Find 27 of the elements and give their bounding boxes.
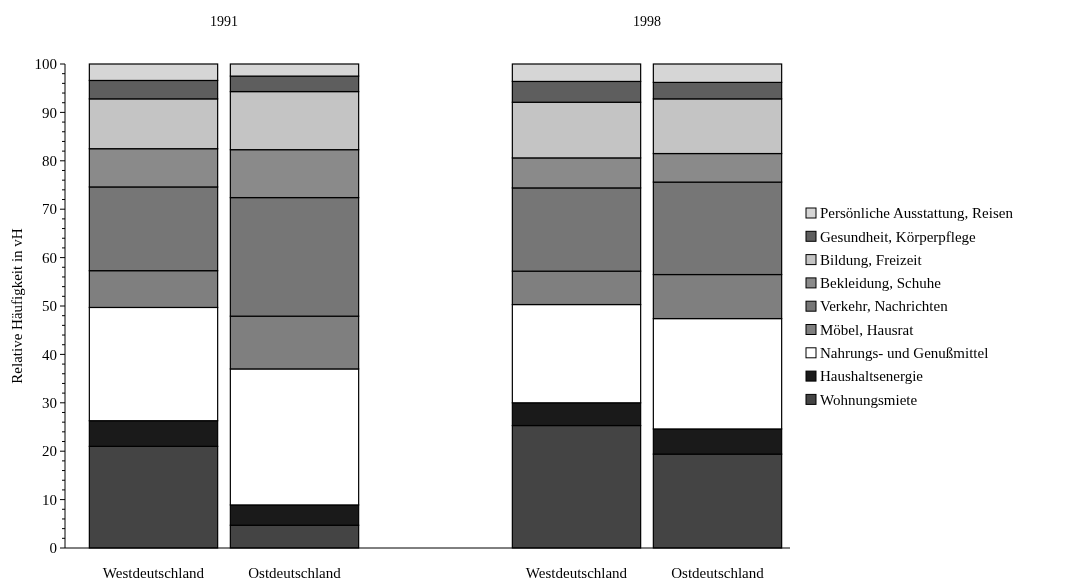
legend-label: Möbel, Hausrat [820,321,915,338]
text: 1991 [210,14,238,29]
y-tick-label: 50 [42,298,57,315]
x-tick-label: Ostdeutschland [248,565,342,581]
y-tick-label: 80 [42,153,57,170]
x-tick-label: Westdeutschland [525,565,628,581]
x-tick-label: Westdeutschland [102,565,205,581]
legend-label: Wohnungsmiete [820,391,918,408]
y-tick-label: 40 [42,346,57,363]
legend-label: Persönliche Ausstattung, Reisen [820,205,1014,222]
legend-label: Bildung, Freizeit [820,251,923,268]
legend-label: Verkehr, Nachrichten [820,298,949,315]
x-tick-label: Ostdeutschland [671,565,765,581]
legend-label: Haushaltsenergie [820,368,924,385]
legend-label: Nahrungs- und Genußmittel [820,345,989,362]
legend-label: Bekleidung, Schuhe [820,275,942,292]
y-tick-label: 60 [42,249,57,266]
y-tick-label: 70 [42,201,57,218]
text: 1998 [633,14,661,29]
y-tick-label: 90 [42,104,57,121]
y-tick-label: 100 [34,56,57,73]
y-tick-label: 20 [42,443,57,460]
y-tick-label: 30 [42,395,57,412]
y-tick-label: 0 [49,540,57,557]
legend-label: Gesundheit, Körperpflege [820,228,977,245]
y-axis-title: Relative Häufigkeit in vH [9,228,25,384]
y-tick-label: 10 [42,491,57,508]
